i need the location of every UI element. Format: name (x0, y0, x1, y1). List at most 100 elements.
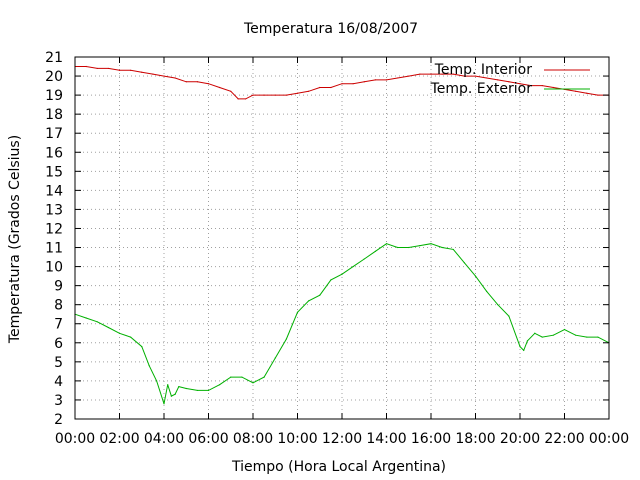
y-axis-label: Temperatura (Grados Celsius) (7, 135, 23, 344)
data-point-exterior (452, 248, 454, 251)
x-tick-label: 14:00 (366, 431, 406, 447)
y-tick-label: 8 (54, 298, 63, 314)
data-point-exterior (241, 376, 243, 378)
x-tick-label: 00:00 (589, 431, 629, 447)
data-point-exterior (296, 311, 299, 313)
data-point-exterior (230, 376, 232, 378)
x-tick-label: 16:00 (411, 431, 451, 447)
x-tick-label: 10:00 (277, 431, 317, 447)
data-point-exterior (148, 365, 150, 367)
data-point-interior (107, 67, 109, 70)
data-point-exterior (207, 389, 210, 392)
data-point-exterior (523, 349, 525, 352)
y-tick-label: 3 (54, 393, 63, 409)
data-point-interior (308, 90, 310, 92)
x-tick-label: 00:00 (55, 431, 95, 447)
data-point-exterior (319, 294, 321, 296)
data-point-interior (185, 81, 187, 83)
y-tick-label: 7 (54, 317, 63, 333)
data-point-exterior (575, 334, 577, 336)
data-point-exterior (352, 265, 354, 268)
data-point-exterior (441, 246, 443, 249)
data-point-interior (541, 84, 543, 87)
data-point-interior (508, 81, 510, 83)
data-point-interior (196, 81, 198, 83)
y-tick-label: 13 (45, 202, 63, 218)
data-point-interior (352, 83, 354, 85)
y-tick-label: 20 (45, 69, 63, 85)
data-point-exterior (430, 243, 432, 245)
data-point-interior (174, 77, 176, 79)
x-tick-labels: 00:00 02:00 04:00 06:00 08:00 10:00 12:00 14:00… (55, 431, 629, 447)
data-point-interior (219, 86, 221, 89)
data-point-exterior (486, 290, 488, 292)
data-point-exterior (341, 273, 343, 275)
data-point-exterior (196, 389, 198, 392)
data-point-exterior (252, 382, 254, 384)
data-point-interior (130, 69, 132, 71)
y-tick-label: 5 (54, 355, 63, 371)
data-point-interior (452, 73, 454, 75)
legend-label-exterior: Temp. Exterior (430, 81, 533, 97)
data-point-exterior (141, 346, 143, 348)
data-point-exterior (519, 346, 521, 348)
data-point-exterior (178, 386, 180, 388)
x-tick-label: 08:00 (233, 431, 273, 447)
y-tick-label: 9 (54, 279, 63, 295)
data-point-exterior (107, 326, 109, 329)
data-point-exterior (96, 321, 98, 323)
data-point-exterior (155, 380, 158, 382)
data-point-exterior (526, 340, 529, 342)
data-point-interior (408, 75, 410, 77)
data-point-exterior (541, 336, 543, 338)
data-point-exterior (163, 403, 165, 405)
data-point-interior (207, 83, 210, 85)
data-point-exterior (85, 317, 87, 319)
data-point-exterior (497, 304, 499, 306)
data-point-interior (244, 98, 247, 100)
data-point-interior (341, 83, 343, 85)
data-point-interior (441, 73, 443, 75)
data-point-exterior (363, 258, 365, 260)
data-point-exterior (474, 275, 477, 277)
y-tick-label: 2 (54, 412, 63, 428)
data-point-exterior (374, 250, 376, 252)
x-tick-label: 06:00 (188, 431, 228, 447)
data-point-exterior (552, 334, 554, 336)
legend-label-interior: Temp. Interior (434, 62, 533, 78)
data-point-interior (230, 90, 232, 92)
y-tick-label: 21 (45, 50, 63, 66)
data-point-interior (330, 86, 332, 89)
data-point-interior (96, 67, 98, 70)
x-tick-label: 20:00 (500, 431, 540, 447)
data-point-exterior (170, 395, 173, 397)
data-point-interior (85, 65, 87, 68)
grid-lines (75, 57, 609, 419)
y-tick-label: 12 (45, 221, 63, 237)
data-point-interior (519, 83, 521, 85)
data-point-exterior (408, 246, 410, 249)
data-point-exterior (534, 332, 536, 334)
data-point-exterior (385, 243, 388, 245)
data-point-exterior (586, 336, 588, 338)
data-point-exterior (330, 279, 332, 281)
data-point-interior (586, 92, 588, 94)
y-tick-label: 18 (45, 107, 63, 123)
data-point-interior (463, 75, 465, 77)
data-point-exterior (397, 246, 399, 249)
y-tick-label: 10 (45, 260, 63, 276)
data-point-interior (237, 98, 239, 100)
x-tick-label: 18:00 (455, 431, 495, 447)
y-tick-label: 11 (45, 241, 63, 257)
y-tick-label: 19 (45, 88, 63, 104)
data-point-interior (597, 94, 599, 96)
tick-marks (74, 56, 610, 420)
data-point-exterior (563, 328, 566, 331)
data-point-interior (430, 73, 432, 75)
x-tick-label: 02:00 (99, 431, 139, 447)
data-point-interior (363, 81, 365, 83)
chart-title: Temperatura 16/08/2007 (243, 21, 418, 37)
data-point-interior (419, 73, 421, 75)
data-point-interior (497, 79, 499, 81)
